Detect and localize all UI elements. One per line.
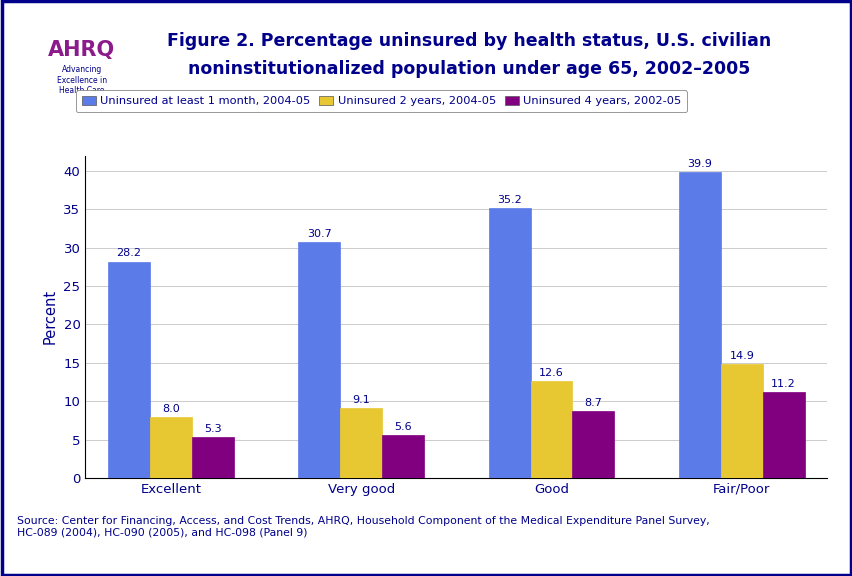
Bar [150,416,192,478]
Text: 9.1: 9.1 [352,395,370,405]
Text: 28.2: 28.2 [117,248,141,259]
Text: 5.6: 5.6 [394,422,412,432]
Bar [192,437,233,478]
Bar [762,392,803,478]
Text: 39.9: 39.9 [687,158,711,169]
Text: 8.0: 8.0 [162,404,180,414]
Text: 35.2: 35.2 [497,195,521,204]
Bar [678,172,720,478]
Text: 8.7: 8.7 [584,398,602,408]
Bar [382,435,423,478]
Text: Source: Center for Financing, Access, and Cost Trends, AHRQ, Household Component: Source: Center for Financing, Access, an… [17,516,709,537]
Y-axis label: Percent: Percent [43,289,58,344]
Text: 12.6: 12.6 [538,368,563,378]
Legend: Uninsured at least 1 month, 2004-05, Uninsured 2 years, 2004-05, Uninsured 4 yea: Uninsured at least 1 month, 2004-05, Uni… [76,90,687,112]
Text: 14.9: 14.9 [728,351,753,361]
Bar [298,242,340,478]
Text: AHRQ: AHRQ [48,40,115,60]
Text: noninstitutionalized population under age 65, 2002–2005: noninstitutionalized population under ag… [187,60,750,78]
Bar [572,411,613,478]
Bar [720,363,762,478]
Text: Figure 2. Percentage uninsured by health status, U.S. civilian: Figure 2. Percentage uninsured by health… [167,32,770,50]
Bar [108,262,150,478]
Text: 5.3: 5.3 [204,425,222,434]
Text: 11.2: 11.2 [770,379,795,389]
Bar [488,208,530,478]
Text: Advancing
Excellence in
Health Care: Advancing Excellence in Health Care [56,65,106,95]
Text: 30.7: 30.7 [307,229,331,239]
Bar [340,408,382,478]
Bar [530,381,572,478]
